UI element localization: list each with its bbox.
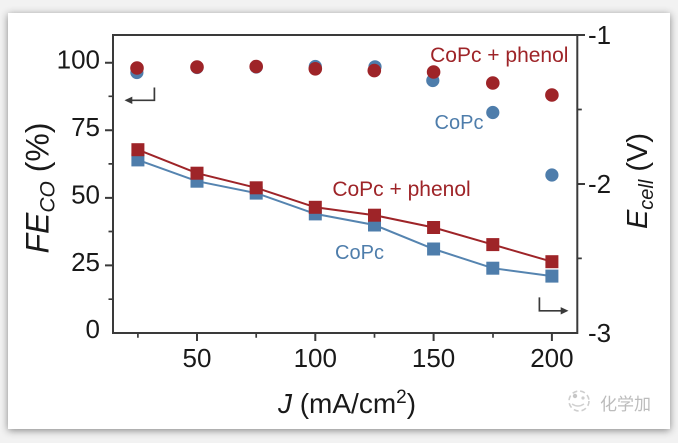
svg-text:-2: -2 bbox=[588, 169, 611, 199]
svg-text:Ecell (V): Ecell (V) bbox=[622, 133, 658, 229]
svg-text:FECO (%): FECO (%) bbox=[20, 122, 60, 253]
svg-text:150: 150 bbox=[412, 343, 455, 373]
svg-text:25: 25 bbox=[71, 247, 100, 277]
svg-text:100: 100 bbox=[57, 44, 100, 74]
svg-text:50: 50 bbox=[183, 343, 212, 373]
svg-text:75: 75 bbox=[71, 112, 100, 142]
svg-text:J (mA/cm2): J (mA/cm2) bbox=[277, 387, 416, 419]
svg-text:CoPc + phenol: CoPc + phenol bbox=[430, 44, 568, 67]
svg-text:50: 50 bbox=[71, 179, 100, 209]
svg-text:-3: -3 bbox=[588, 318, 611, 348]
svg-text:CoPc: CoPc bbox=[335, 242, 384, 264]
svg-text:100: 100 bbox=[294, 343, 337, 373]
svg-text:CoPc + phenol: CoPc + phenol bbox=[332, 178, 470, 201]
svg-text:CoPc: CoPc bbox=[435, 112, 484, 134]
svg-text:200: 200 bbox=[530, 343, 573, 373]
svg-text:0: 0 bbox=[86, 314, 100, 344]
svg-text:-1: -1 bbox=[588, 20, 611, 50]
svg-text:化学加: 化学加 bbox=[600, 395, 651, 414]
